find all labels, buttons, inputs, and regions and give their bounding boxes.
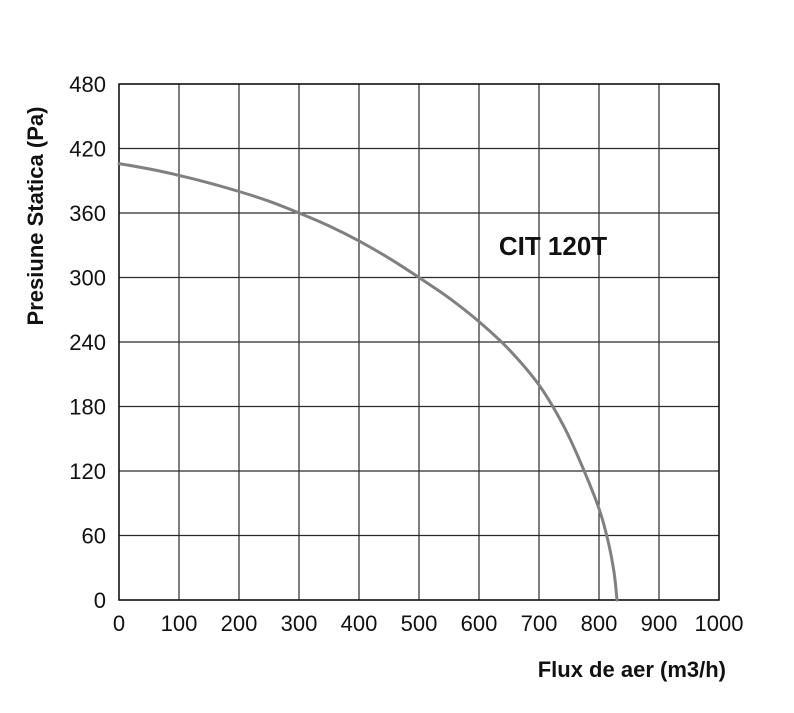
plot-frame [118, 83, 720, 601]
y-tick-label: 240 [69, 330, 106, 355]
y-tick-label: 300 [69, 266, 106, 291]
x-tick-label: 1000 [695, 611, 744, 636]
series-line [117, 162, 619, 602]
x-tick-label: 300 [281, 611, 318, 636]
series-label: CIT 120T [499, 231, 607, 261]
y-tick-label: 0 [94, 588, 106, 613]
x-tick-label: 500 [401, 611, 438, 636]
x-tick-labels: 0 100 200 300 400 500 600 700 800 900 1000 [113, 611, 744, 636]
series-group [117, 162, 619, 602]
x-tick-label: 0 [113, 611, 125, 636]
x-tick-label: 400 [341, 611, 378, 636]
x-tick-label: 900 [641, 611, 678, 636]
x-tick-label: 700 [521, 611, 558, 636]
y-tick-label: 60 [82, 524, 106, 549]
x-tick-label: 200 [221, 611, 258, 636]
y-tick-label: 180 [69, 395, 106, 420]
y-tick-label: 420 [69, 137, 106, 162]
y-axis-title: Presiune Statica (Pa) [23, 107, 48, 326]
y-tick-label: 480 [69, 72, 106, 97]
x-tick-label: 100 [161, 611, 198, 636]
grid [118, 83, 720, 601]
y-tick-label: 120 [69, 459, 106, 484]
x-tick-label: 600 [461, 611, 498, 636]
x-tick-label: 800 [581, 611, 618, 636]
y-tick-label: 360 [69, 201, 106, 226]
x-axis-title: Flux de aer (m3/h) [538, 657, 726, 682]
y-tick-labels: 0 60 120 180 240 300 360 420 480 [69, 72, 106, 613]
